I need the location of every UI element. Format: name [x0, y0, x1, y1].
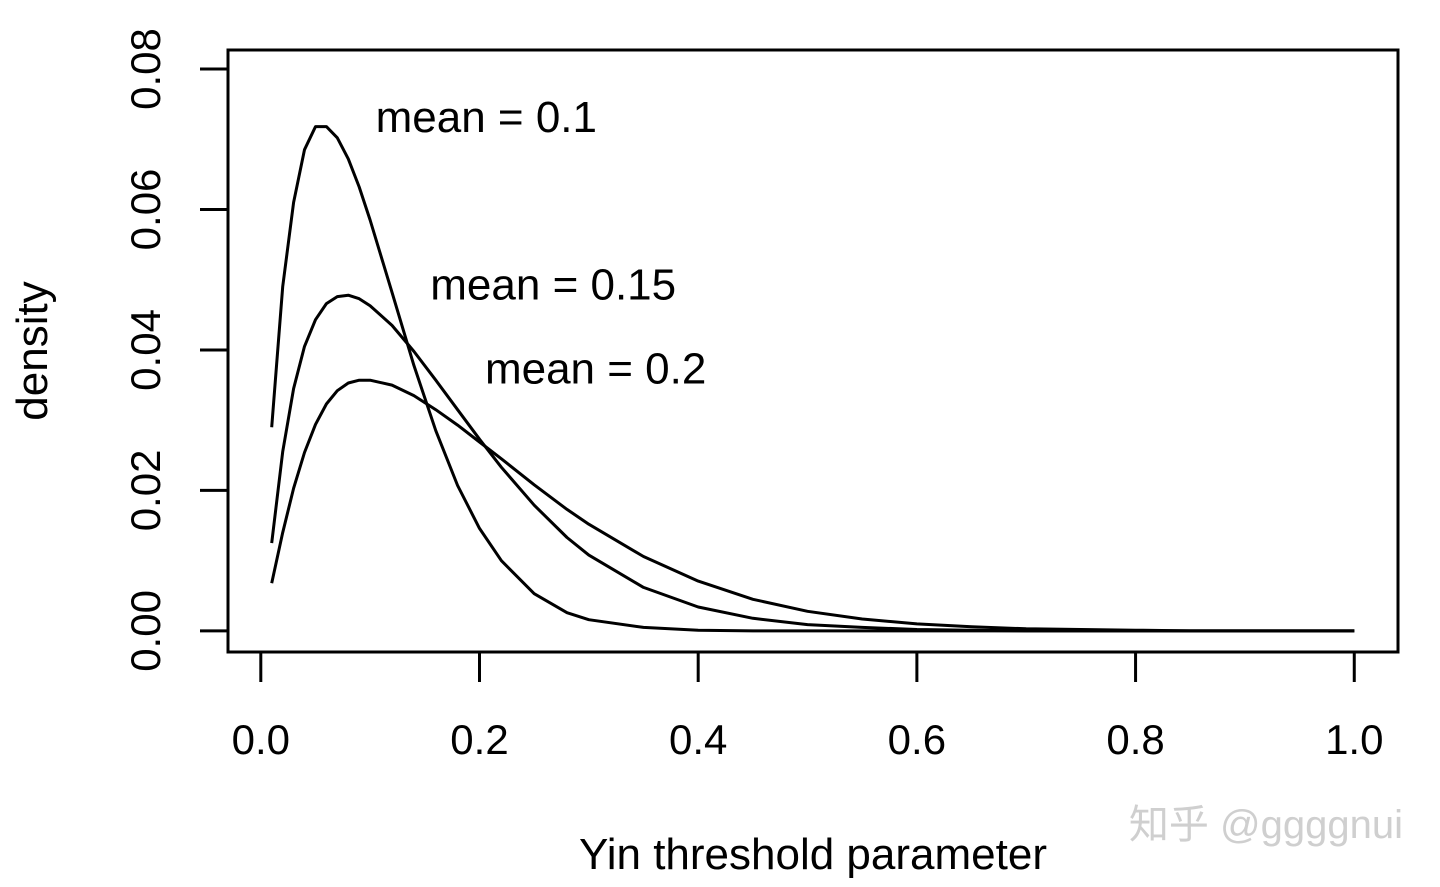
x-tick-label: 0.4: [669, 716, 727, 763]
curve-annotation: mean = 0.2: [485, 345, 706, 394]
x-tick-label: 0.8: [1106, 716, 1164, 763]
y-axis-title: density: [8, 281, 57, 420]
y-axis: 0.00 0.02 0.04 0.06 0.08: [122, 28, 230, 672]
series-line-2: [270, 293, 1355, 633]
y-tick-label: 0.06: [122, 169, 169, 251]
y-tick-label: 0.02: [122, 450, 169, 532]
x-tick-label: 0.0: [232, 716, 290, 763]
x-tick-label: 0.6: [888, 716, 946, 763]
y-tick-label: 0.00: [122, 590, 169, 672]
x-axis: 0.0 0.2 0.4 0.6 0.8 1.0: [232, 650, 1383, 763]
x-tick-label: 1.0: [1325, 716, 1383, 763]
series-layer: [270, 125, 1355, 633]
x-axis-title: Yin threshold parameter: [579, 830, 1047, 879]
watermark: 知乎 @ggggnui: [1129, 803, 1403, 847]
curve-annotation: mean = 0.1: [376, 93, 597, 142]
x-tick-label: 0.2: [450, 716, 508, 763]
y-tick-label: 0.08: [122, 28, 169, 110]
y-tick-label: 0.04: [122, 309, 169, 391]
series-line-3: [270, 378, 1355, 633]
curve-annotation: mean = 0.15: [430, 260, 676, 309]
annotation-layer: mean = 0.1 mean = 0.15 mean = 0.2: [376, 93, 707, 393]
